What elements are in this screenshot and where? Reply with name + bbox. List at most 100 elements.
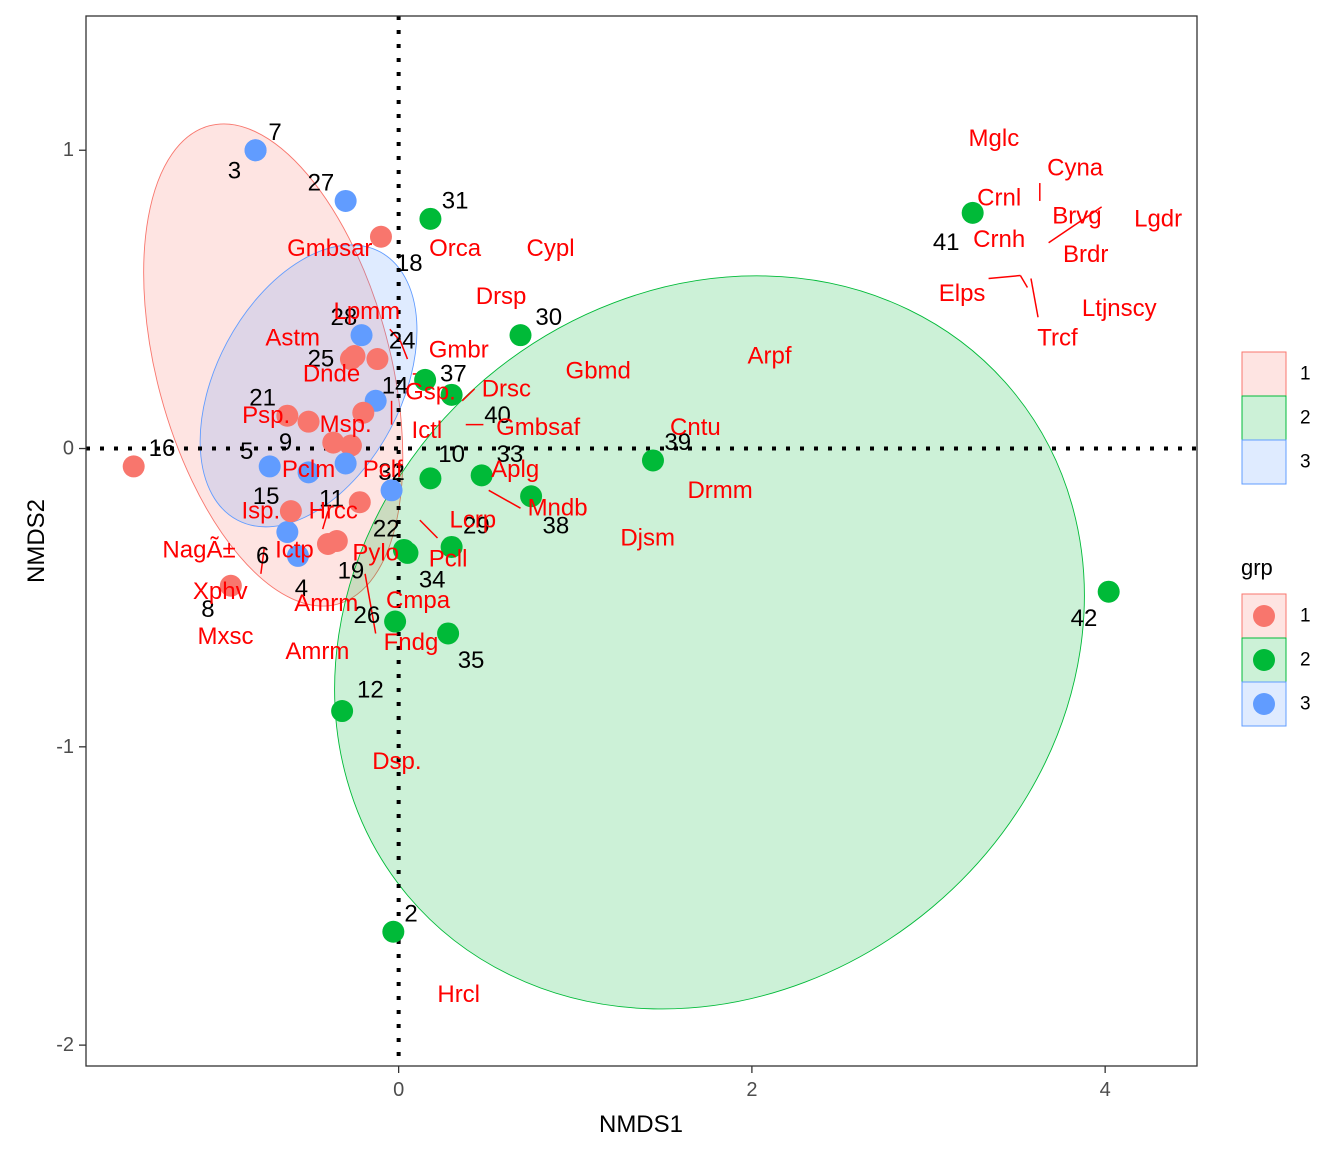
site-label: 39 (664, 429, 691, 456)
site-point-18 (369, 225, 392, 248)
species-label: Crnh (973, 226, 1025, 253)
legend-ellipse-fill: 1 2 3 (1241, 351, 1311, 485)
site-point-26 (384, 610, 407, 633)
species-label: Mxsc (198, 623, 254, 650)
site-point-28 (350, 324, 373, 347)
species-label: Ictp (275, 536, 314, 563)
site-point-38 (520, 485, 543, 508)
site-label: 38 (542, 513, 569, 540)
species-label: NagÃ± (162, 536, 235, 563)
confidence-ellipse-group-2 (334, 275, 1085, 1010)
species-label: Dsp. (372, 748, 421, 775)
site-point-layer (122, 139, 1120, 943)
site-label: 7 (268, 119, 281, 146)
species-label: Amrm (285, 638, 349, 665)
species-label: Ltjnscy (1082, 295, 1157, 322)
species-label: Drmm (687, 477, 752, 504)
species-label: Mndb (528, 495, 588, 522)
site-label: 9 (279, 429, 292, 456)
species-label: Gmbr (429, 337, 489, 364)
site-label: 18 (396, 250, 423, 277)
site-point-30 (509, 324, 532, 347)
species-label: Arpf (748, 343, 792, 370)
species-label: Crnl (977, 184, 1021, 211)
site-point-6 (276, 521, 299, 544)
y-axis-title: NMDS2 (23, 499, 50, 583)
legend-grp: grp 1 2 3 (1241, 555, 1311, 727)
species-label: Hrcl (437, 981, 480, 1008)
species-label: Gmbsaf (496, 414, 580, 441)
species-label: Cmpa (386, 587, 451, 614)
leader-line-layer (260, 183, 1103, 634)
reference-lines (86, 16, 1197, 1066)
species-label: Pylo (352, 539, 399, 566)
species-label: Aplg (491, 456, 539, 483)
site-label: 15 (253, 483, 280, 510)
legend-grp-label: 2 (1300, 650, 1311, 671)
species-label: Amrm (294, 590, 358, 617)
site-point-15 (279, 500, 302, 523)
species-leader-line (1030, 278, 1039, 318)
species-leader-line (399, 340, 409, 360)
species-label: Lcrp (449, 507, 496, 534)
site-label: 4 (295, 575, 308, 602)
ellipse-layer (143, 123, 1085, 1010)
species-label: Pcll (429, 545, 468, 572)
plot-panel-border (85, 15, 1198, 1067)
site-point-31 (419, 207, 442, 230)
species-label: Djsm (620, 525, 675, 552)
legend-grp-point-3 (1253, 693, 1275, 715)
site-point (334, 452, 357, 475)
legend-fill-label: 3 (1300, 452, 1311, 473)
site-label: 29 (463, 513, 490, 540)
site-point-8 (219, 574, 242, 597)
site-point-24 (366, 348, 389, 371)
site-point (339, 348, 362, 371)
site-label: 11 (319, 486, 344, 513)
site-point-29 (440, 535, 463, 558)
species-leader-line (1019, 275, 1029, 288)
species-label: Drsc (482, 375, 531, 402)
x-axis: 0 2 4 (393, 1066, 1111, 1101)
species-label: Gsp. (405, 378, 456, 405)
site-label: 19 (338, 557, 365, 584)
site-label: 16 (149, 435, 176, 462)
species-leader-line (364, 573, 377, 634)
site-point (339, 434, 362, 457)
legend-fill-key-3 (1241, 439, 1287, 485)
species-label: Dnde (303, 360, 360, 387)
site-point-7 (244, 139, 267, 162)
site-point-41 (961, 201, 984, 224)
site-label: 42 (1071, 605, 1098, 632)
species-label: Isp. (242, 498, 281, 525)
species-leader-line (389, 328, 401, 342)
species-label: Lpmm (333, 298, 400, 325)
site-point-12 (331, 700, 354, 723)
y-axis: -2 -1 0 1 (56, 139, 86, 1056)
site-label: 22 (373, 516, 400, 543)
species-leader-line (321, 510, 329, 530)
y-tick-label: -1 (56, 736, 74, 758)
site-point-32 (380, 479, 403, 502)
site-label: 2 (404, 900, 417, 927)
y-tick-label: -2 (56, 1034, 74, 1056)
legend-grp-label: 3 (1300, 694, 1311, 715)
site-label: 24 (389, 328, 416, 355)
legend-fill-key-2 (1241, 395, 1287, 441)
species-label: Psp. (242, 402, 290, 429)
legend-fill-label: 2 (1300, 408, 1311, 429)
site-point-16 (122, 455, 145, 478)
species-label: Hrcc (309, 498, 358, 525)
species-label: Cypl (527, 235, 575, 262)
species-label-layer: Mglc Cyna Crnl Brvg Lgdr Crnh Brdr Elps LtjnscyT… (162, 125, 1182, 1008)
site-label: 34 (419, 566, 446, 593)
legend-title: grp (1241, 555, 1273, 580)
site-label: 26 (353, 602, 380, 629)
site-point (325, 530, 348, 552)
species-label: Cyna (1047, 155, 1104, 182)
site-point-10 (419, 467, 442, 490)
site-label: 30 (535, 304, 562, 331)
site-label: 27 (308, 170, 335, 197)
species-label: Elps (939, 280, 986, 307)
